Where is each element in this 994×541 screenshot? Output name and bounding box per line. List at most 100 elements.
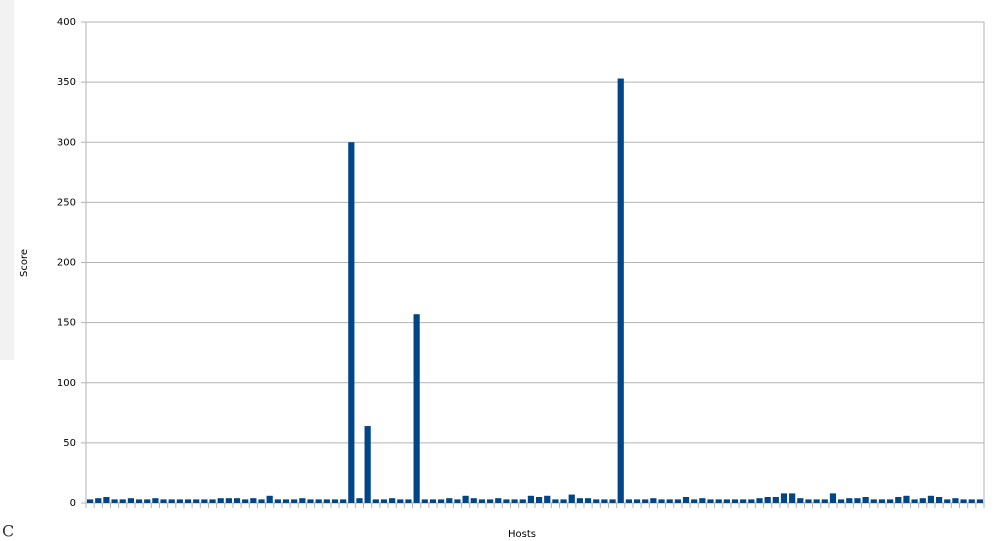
bar [511,499,518,503]
bar [405,499,412,503]
bar [242,499,249,503]
y-tick-label: 100 [57,378,76,389]
bar [764,496,771,503]
y-tick-label: 150 [57,318,76,329]
y-tick-label: 250 [57,197,76,208]
bar [560,499,567,503]
bar [862,496,869,503]
bar [707,499,714,503]
bar [789,493,796,503]
y-tick-label: 350 [57,77,76,88]
bar [780,493,788,503]
bar [127,498,135,503]
bar [911,499,918,503]
bar [144,499,151,503]
bar [952,498,959,503]
bar [731,499,739,503]
bar [527,495,535,503]
y-tick-label: 0 [70,498,76,509]
bar [176,499,183,503]
bar [568,494,575,503]
bar [797,498,804,503]
bar [201,499,208,503]
bar [903,495,910,503]
bar [805,499,812,503]
bar [86,499,94,503]
bar [976,499,984,503]
bar [478,499,486,503]
bar [389,498,396,503]
bar [348,142,355,503]
side-panel [0,0,14,360]
x-axis-label: Hosts [508,529,536,540]
bar [544,495,551,503]
bar [95,498,102,503]
bar [233,498,241,503]
bar [111,499,118,503]
bar [821,499,828,503]
bar [519,499,526,503]
bar [421,499,428,503]
bar [331,499,339,503]
bar [462,495,469,503]
bar [715,499,722,503]
bar [152,498,159,503]
bar [682,496,690,503]
bar [217,498,224,503]
bar [184,499,192,503]
y-tick-label: 50 [63,438,76,449]
bar [740,499,747,503]
bar [968,499,975,503]
bar [944,499,951,503]
bar [429,499,437,503]
bar [209,499,216,503]
bar [135,499,143,503]
bar [919,498,926,503]
bar [103,496,110,503]
bar [535,496,543,503]
bar [340,499,347,503]
bar [454,499,461,503]
bar [772,496,779,503]
bar [119,499,126,503]
bar [397,499,404,503]
bar [168,499,175,503]
bar [617,78,624,503]
bar [813,499,820,503]
bar [699,498,706,503]
bar [193,499,200,503]
bar [691,499,698,503]
bar [372,499,379,503]
y-axis-label: Score [19,249,30,277]
bar [609,499,616,503]
bar [584,498,592,503]
bar [486,499,494,503]
bar [870,499,877,503]
bar [633,499,641,503]
bar [266,495,273,503]
bar [650,498,657,503]
bar [503,499,510,503]
bar [446,498,453,503]
y-tick-label: 200 [57,258,76,269]
bar [960,499,967,503]
bar [748,499,755,503]
bar [160,499,167,503]
bar [225,498,232,503]
bar [829,493,837,503]
bar [323,499,330,503]
bar [593,499,600,503]
bar [895,496,902,503]
y-tick-label: 300 [57,137,76,148]
bar [299,498,306,503]
bar [470,498,477,503]
bar [307,499,314,503]
bar [282,499,290,503]
bar [413,314,420,503]
bar [658,499,665,503]
bar [674,499,681,503]
y-tick-label: 400 [57,17,76,28]
bar [846,498,853,503]
bar [887,499,894,503]
